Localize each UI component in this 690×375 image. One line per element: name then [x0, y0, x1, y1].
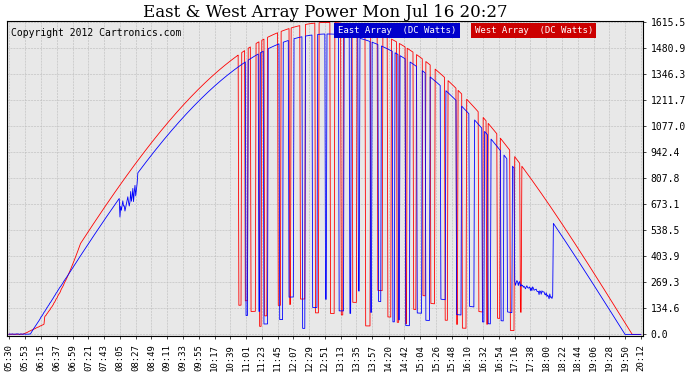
- Title: East & West Array Power Mon Jul 16 20:27: East & West Array Power Mon Jul 16 20:27: [143, 4, 508, 21]
- Text: West Array  (DC Watts): West Array (DC Watts): [475, 26, 593, 35]
- Text: East Array  (DC Watts): East Array (DC Watts): [338, 26, 456, 35]
- Text: Copyright 2012 Cartronics.com: Copyright 2012 Cartronics.com: [10, 28, 181, 38]
